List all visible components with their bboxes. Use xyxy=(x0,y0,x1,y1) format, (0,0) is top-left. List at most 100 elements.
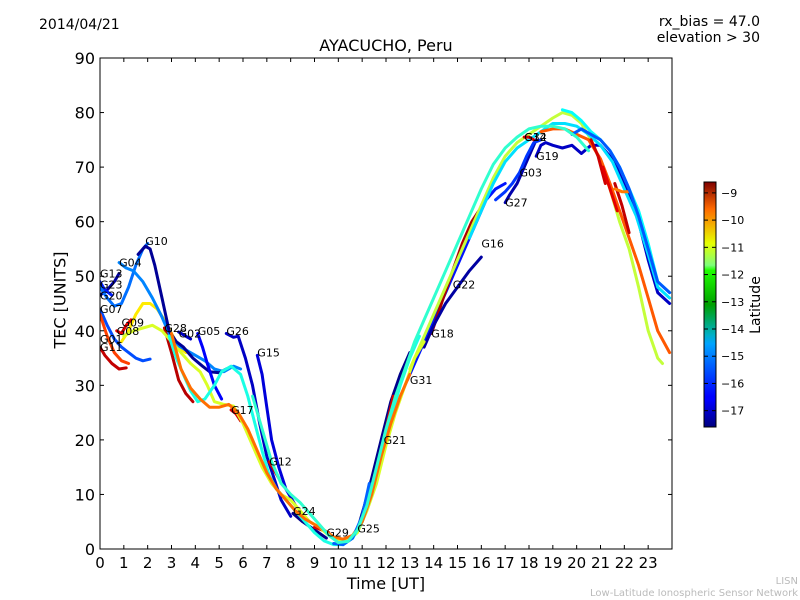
series-line-g02 xyxy=(177,330,193,341)
series-line-g23 xyxy=(100,280,114,297)
series-label-g14: G14 xyxy=(524,131,547,144)
colorbar-tick-label: −9 xyxy=(721,187,737,200)
x-tick-label: 17 xyxy=(496,554,515,572)
colorbar-tick-label: −13 xyxy=(721,296,744,309)
footer-network-name: Low-Latitude Ionospheric Sensor Network xyxy=(590,588,798,599)
x-tick-label: 11 xyxy=(353,554,372,572)
x-tick-label: 16 xyxy=(472,554,491,572)
series-label-g02: G02 xyxy=(179,328,202,341)
series-line-g16 xyxy=(422,255,483,349)
series-label-g17: G17 xyxy=(231,404,254,417)
series-label-g28: G28 xyxy=(164,322,187,335)
x-tick-label: 15 xyxy=(448,554,467,572)
x-tick-label: 23 xyxy=(639,554,658,572)
colorbar-tick-label: −11 xyxy=(721,241,744,254)
series-label-g25: G25 xyxy=(357,522,380,535)
series-line-g27 xyxy=(503,138,538,205)
y-tick-label: 30 xyxy=(75,376,95,395)
colorbar-tick-label: −14 xyxy=(721,323,744,336)
x-tick-label: 9 xyxy=(310,554,320,572)
series-line-g28 xyxy=(162,326,195,404)
series-line-t-b xyxy=(539,127,672,355)
series-label-g03: G03 xyxy=(519,167,542,180)
x-axis-label: Time [UT] xyxy=(346,574,426,593)
series-label-g08: G08 xyxy=(117,325,140,338)
series-label-g11: G11 xyxy=(100,341,123,354)
series-label-g19: G19 xyxy=(536,150,559,163)
y-tick-label: 20 xyxy=(75,431,95,450)
footer-lisn: LISN xyxy=(775,576,798,587)
chart-title: AYACUCHO, Peru xyxy=(319,36,453,55)
colorbar-tick-label: −17 xyxy=(721,405,744,418)
series-line-g11 xyxy=(100,345,128,371)
axes-layer: 0 1 2 3 4 5 6 7 8 9 10 11 12 13 14 15 16 17 18 19 20 21 22 2301… xyxy=(75,49,672,572)
x-tick-label: 12 xyxy=(376,554,395,572)
series-line-t-l xyxy=(251,124,591,544)
colorbar-tick-label: −12 xyxy=(721,269,744,282)
series-line-t-c xyxy=(589,138,607,185)
series-line-g01 xyxy=(100,312,131,365)
x-tick-label: 19 xyxy=(543,554,562,572)
colorbar-tick-label: −10 xyxy=(721,214,744,227)
x-tick-label: 22 xyxy=(615,554,634,572)
series-line-t-k xyxy=(332,482,371,547)
series-line-g05 xyxy=(196,332,224,401)
series-line-t-d xyxy=(601,165,619,213)
series-label-g01: G01 xyxy=(100,333,123,346)
colorbar-tick-label: −15 xyxy=(721,350,744,363)
y-tick-label: 50 xyxy=(75,267,95,286)
y-tick-label: 60 xyxy=(75,213,95,232)
series-label-g07: G07 xyxy=(100,303,123,316)
x-tick-label: 8 xyxy=(286,554,296,572)
series-label-g29: G29 xyxy=(326,527,349,540)
colorbar-tick-label: −16 xyxy=(721,377,744,390)
series-label-g21: G21 xyxy=(384,434,407,447)
x-tick-label: 0 xyxy=(95,554,105,572)
y-tick-label: 90 xyxy=(75,49,95,68)
y-tick-label: 10 xyxy=(75,485,95,504)
series-label-g15: G15 xyxy=(257,347,280,360)
series-line-g32 xyxy=(522,135,536,142)
series-layer xyxy=(100,108,672,547)
rx-bias-label: rx_bias = 47.0 xyxy=(658,14,760,30)
x-tick-label: 21 xyxy=(591,554,610,572)
x-tick-label: 3 xyxy=(167,554,177,572)
series-line-g03 xyxy=(494,138,543,202)
y-tick-label: 40 xyxy=(75,322,95,341)
series-line-t-f xyxy=(613,187,631,194)
x-tick-label: 6 xyxy=(238,554,248,572)
series-label-g22: G22 xyxy=(453,278,476,291)
series-label-g13: G13 xyxy=(100,267,123,280)
series-label-g16: G16 xyxy=(481,237,504,250)
x-tick-label: 13 xyxy=(400,554,419,572)
series-label-g04: G04 xyxy=(119,257,142,270)
series-line-g22 xyxy=(408,111,664,371)
y-tick-label: 70 xyxy=(75,158,95,177)
series-label-g18: G18 xyxy=(431,328,454,341)
series-label-g27: G27 xyxy=(505,197,528,210)
series-line-t-g xyxy=(570,127,672,295)
series-label-g20: G20 xyxy=(100,289,123,302)
x-tick-label: 4 xyxy=(191,554,201,572)
date-label: 2014/04/21 xyxy=(39,17,120,33)
x-tick-label: 10 xyxy=(329,554,348,572)
colorbar xyxy=(703,181,717,428)
x-tick-label: 5 xyxy=(214,554,224,572)
series-label-g10: G10 xyxy=(145,235,168,248)
y-tick-label: 80 xyxy=(75,104,95,123)
series-label-g12: G12 xyxy=(269,456,292,469)
x-tick-label: 14 xyxy=(424,554,443,572)
elevation-label: elevation > 30 xyxy=(656,30,760,46)
x-tick-label: 7 xyxy=(262,554,272,572)
series-line-g07 xyxy=(100,307,152,363)
series-line-g08 xyxy=(115,318,133,335)
series-label-g05: G05 xyxy=(198,325,221,338)
colorbar-ticks: −9 −10 −11 −12 −13 −14 −15 −16 −17 xyxy=(704,187,744,418)
y-tick-label: 0 xyxy=(85,540,95,559)
x-tick-label: 1 xyxy=(119,554,129,572)
series-label-g09: G09 xyxy=(121,317,144,330)
series-label-g24: G24 xyxy=(293,505,316,518)
series-line-g14 xyxy=(467,122,672,300)
